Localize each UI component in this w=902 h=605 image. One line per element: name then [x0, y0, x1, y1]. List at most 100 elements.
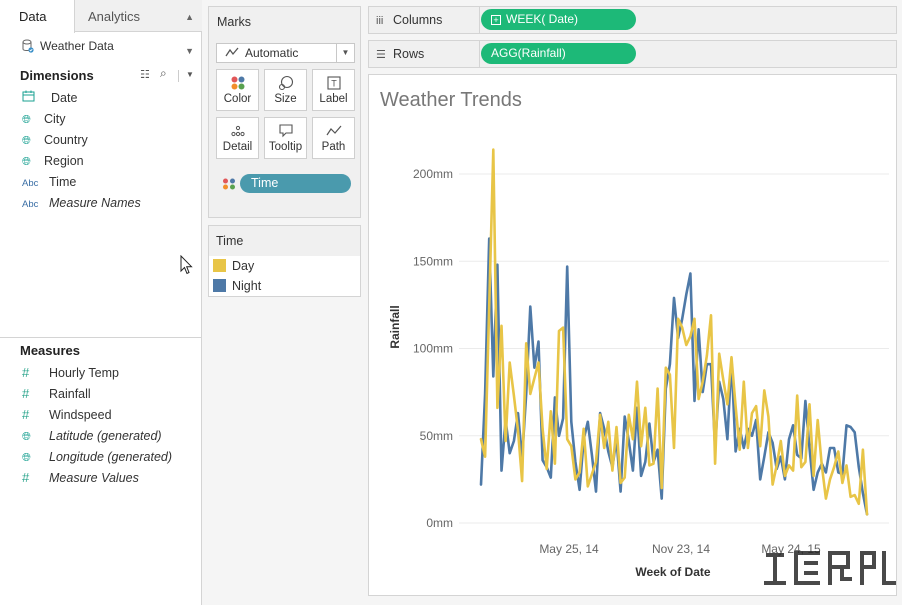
dimension-field-region[interactable]: 🌐︎ Region	[22, 151, 84, 171]
globe-icon: 🌐︎	[22, 452, 31, 464]
y-axis-title: Rainfall	[388, 305, 402, 348]
globe-icon: 🌐︎	[22, 156, 31, 168]
line-chart[interactable]: 0mm 50mm 100mm 150mm 200mm May 25, 14 Nov 23, …	[369, 75, 898, 597]
dimensions-menu-icon[interactable]: ▼	[186, 70, 194, 79]
week-date-pill[interactable]: + WEEK( Date)	[481, 9, 636, 30]
pane-divider[interactable]	[0, 337, 202, 338]
field-label: Windspeed	[49, 408, 112, 422]
mark-type-dropdown[interactable]: Automatic ▼	[216, 43, 355, 63]
pill-label: WEEK( Date)	[506, 12, 579, 26]
pane-tab-bar: Data Analytics ▲ ▼	[0, 0, 202, 56]
abc-icon: Abc	[22, 178, 39, 189]
marks-detail-button[interactable]: Detail	[216, 117, 259, 159]
field-label: City	[44, 112, 66, 126]
columns-shelf[interactable]: iii Columns + WEEK( Date)	[368, 6, 897, 34]
globe-icon: 🌐︎	[22, 431, 31, 443]
abc-icon: Abc	[22, 199, 39, 210]
legend-item-day[interactable]: Day	[213, 257, 254, 275]
marks-tooltip-button[interactable]: Tooltip	[264, 117, 307, 159]
tooltip-icon	[265, 118, 306, 140]
pill-label: AGG(Rainfall)	[491, 46, 566, 60]
button-label: Detail	[222, 141, 253, 153]
dimensions-header: Dimensions	[20, 68, 94, 83]
dimension-field-date[interactable]: Date	[22, 88, 77, 108]
header-separator	[178, 70, 179, 82]
y-tick-label: 150mm	[413, 254, 453, 268]
y-tick-label: 50mm	[420, 429, 453, 443]
mark-type-value: Automatic	[245, 46, 299, 60]
globe-icon: 🌐︎	[22, 135, 31, 147]
measure-field-longitude[interactable]: 🌐︎ Longitude (generated)	[22, 447, 172, 467]
hash-icon: #	[22, 470, 30, 485]
dimension-field-city[interactable]: 🌐︎ City	[22, 109, 66, 129]
marks-path-button[interactable]: Path	[312, 117, 355, 159]
chevron-down-icon[interactable]: ▼	[336, 44, 354, 62]
tab-analytics[interactable]: Analytics ▲ ▼	[76, 0, 202, 56]
chart-view: 0mm 50mm 100mm 150mm 200mm May 25, 14 Nov 23, …	[368, 74, 897, 596]
chart-title[interactable]: Weather Trends	[380, 89, 522, 111]
measure-field-windspeed[interactable]: # Windspeed	[22, 405, 112, 425]
field-label: Measure Values	[49, 471, 139, 485]
hash-icon: #	[22, 386, 30, 401]
columns-shelf-label: iii Columns	[369, 7, 480, 33]
search-icon[interactable]: ⌕	[160, 66, 167, 80]
measure-field-latitude[interactable]: 🌐︎ Latitude (generated)	[22, 426, 162, 446]
watermark-logo-icon	[764, 551, 896, 585]
datasource-name: Weather Data	[40, 39, 114, 53]
marks-label-button[interactable]: T Label	[312, 69, 355, 111]
database-icon	[22, 39, 34, 53]
field-label: Country	[44, 133, 88, 147]
legend-label: Day	[232, 259, 255, 273]
y-tick-label: 100mm	[413, 342, 453, 356]
data-pane: Data Analytics ▲ ▼ Weather Data Dimension…	[0, 0, 202, 605]
color-legend-card: Time Day Night	[208, 225, 361, 297]
button-label: Path	[321, 141, 346, 153]
rows-icon: ☰	[376, 49, 386, 61]
field-label: Region	[44, 154, 84, 168]
columns-label: Columns	[393, 13, 443, 27]
view-list-icon[interactable]: ☷	[140, 69, 150, 81]
field-label: Latitude (generated)	[49, 429, 162, 443]
marks-title: Marks	[217, 15, 252, 29]
sort-arrows-icon[interactable]: ▲ ▼	[185, 12, 194, 56]
hash-icon: #	[22, 407, 30, 422]
line-mark-icon	[225, 45, 239, 64]
legend-item-night[interactable]: Night	[213, 277, 261, 295]
y-tick-label: 200mm	[413, 167, 453, 181]
field-label: Hourly Temp	[49, 366, 119, 380]
measure-field-hourly-temp[interactable]: # Hourly Temp	[22, 363, 119, 383]
dimension-field-country[interactable]: 🌐︎ Country	[22, 130, 88, 150]
legend-swatch	[213, 259, 226, 272]
mouse-cursor-icon	[180, 255, 193, 275]
dimension-field-time[interactable]: Abc Time	[22, 172, 76, 192]
agg-rainfall-pill[interactable]: AGG(Rainfall)	[481, 43, 636, 64]
color-encoding-icon	[223, 178, 235, 190]
time-color-pill[interactable]: Time	[240, 174, 351, 193]
columns-icon: iii	[376, 15, 384, 27]
tab-data[interactable]: Data	[0, 0, 75, 33]
rows-label: Rows	[393, 47, 425, 61]
x-tick-label: May 25, 14	[539, 542, 599, 556]
plus-icon[interactable]: +	[491, 15, 501, 25]
legend-swatch	[213, 279, 226, 292]
field-label: Date	[51, 91, 78, 105]
rows-shelf[interactable]: ☰ Rows AGG(Rainfall)	[368, 40, 897, 68]
y-tick-label: 0mm	[426, 516, 453, 530]
color-icon	[217, 70, 258, 92]
measure-field-measure-values[interactable]: # Measure Values	[22, 468, 139, 488]
measures-header: Measures	[20, 343, 80, 358]
marks-color-button[interactable]: Color	[216, 69, 259, 111]
field-label: Measure Names	[49, 196, 141, 210]
date-icon	[22, 89, 44, 109]
rows-shelf-label: ☰ Rows	[369, 41, 480, 67]
series-line-day	[479, 148, 869, 516]
dimension-field-measure-names[interactable]: Abc Measure Names	[22, 193, 141, 213]
legend-title: Time	[209, 226, 360, 256]
size-icon	[265, 70, 306, 92]
hash-icon: #	[22, 365, 30, 380]
datasource-item[interactable]: Weather Data	[22, 38, 114, 54]
x-axis-title: Week of Date	[635, 565, 710, 579]
path-icon	[313, 118, 354, 140]
measure-field-rainfall[interactable]: # Rainfall	[22, 384, 91, 404]
marks-size-button[interactable]: Size	[264, 69, 307, 111]
